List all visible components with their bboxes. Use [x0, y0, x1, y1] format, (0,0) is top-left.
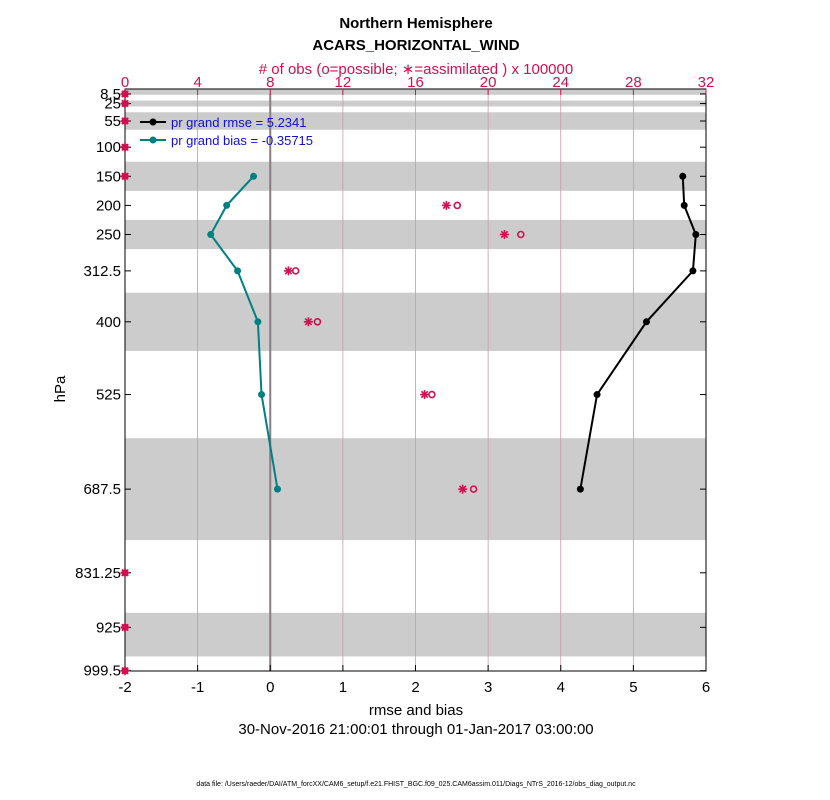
data-file-footer: data file: /Users/raeder/DAI/ATM_forcXX/… [196, 781, 636, 788]
star-stroke [304, 318, 313, 326]
obs-assimilated-marker [441, 200, 451, 210]
y-tick-label: 250 [96, 227, 121, 244]
y-tick-label: 925 [96, 619, 121, 636]
legend-bias-marker [149, 136, 157, 144]
rmse-point [689, 267, 697, 275]
obs-possible-marker [453, 201, 462, 210]
bias-point [274, 485, 282, 493]
obs-zero-star [120, 666, 130, 676]
legend-rmse-marker [149, 118, 157, 126]
bias-point [258, 391, 266, 399]
legend-bias-label: pr grand bias = -0.35715 [171, 133, 313, 148]
x-tick-label: 0 [266, 679, 274, 696]
y-axis-label: hPa [52, 375, 69, 402]
top-x-tick-label: 16 [407, 74, 424, 91]
y-tick-label: 55 [104, 113, 121, 130]
obs-possible-marker [517, 230, 525, 239]
top-x-tick-label: 12 [335, 74, 352, 91]
x-tick-label: 3 [484, 679, 492, 696]
obs-zero-star [120, 171, 130, 181]
date-range-label: 30-Nov-2016 21:00:01 through 01-Jan-2017… [238, 721, 593, 738]
legend-rmse-label: pr grand rmse = 5.2341 [171, 115, 307, 130]
star-stroke [121, 172, 129, 181]
x-axis-label: rmse and bias [369, 702, 463, 719]
star-stroke [284, 267, 293, 275]
star-stroke [121, 117, 129, 125]
x-tick-label: -2 [118, 679, 131, 696]
obs-possible-marker [291, 267, 300, 275]
top-x-tick-label: 24 [552, 74, 569, 91]
x-tick-label: 4 [557, 679, 565, 696]
y-tick-label: 831.25 [75, 565, 121, 582]
y-tick-label: 999.5 [83, 663, 121, 680]
bias-point [234, 267, 242, 275]
y-tick-label: 200 [96, 197, 121, 214]
y-tick-label: 8.5 [100, 86, 121, 103]
x-tick-label: -1 [191, 679, 204, 696]
obs-assimilated-marker [283, 266, 293, 276]
y-tick-label: 100 [96, 139, 121, 156]
bias-point [207, 231, 215, 238]
star-stroke [458, 485, 467, 493]
y-tick-label: 687.5 [83, 481, 121, 498]
star-stroke [442, 201, 451, 210]
rmse-point [642, 318, 650, 326]
obs-assimilated-marker [499, 230, 509, 239]
obs-zero-star [120, 622, 130, 632]
obs-assimilated-marker [303, 317, 313, 327]
rmse-point [680, 201, 688, 209]
star-stroke [420, 390, 429, 399]
top-x-tick-label: 0 [121, 74, 129, 91]
rmse-point [593, 391, 601, 399]
top-x-tick-label: 4 [193, 74, 201, 91]
star-stroke [121, 90, 129, 98]
chart-title: Northern Hemisphere [339, 15, 492, 32]
obs-zero-star [120, 99, 130, 109]
obs-possible-marker [313, 317, 322, 326]
rmse-point [692, 231, 700, 238]
obs-assimilated-marker [458, 484, 468, 494]
y-tick-label: 312.5 [83, 263, 121, 280]
x-tick-label: 5 [629, 679, 637, 696]
x-tick-label: 2 [411, 679, 419, 696]
obs-possible-marker [469, 485, 478, 493]
series-lines [207, 172, 700, 493]
star-stroke [121, 569, 129, 577]
bias-point [254, 318, 262, 326]
y-tick-label: 150 [96, 168, 121, 185]
obs-assimilated-marker [420, 390, 430, 400]
x-tick-label: 1 [339, 679, 347, 696]
y-tick-label: 525 [96, 387, 121, 404]
top-x-tick-label: 8 [266, 74, 274, 91]
star-stroke [121, 143, 129, 151]
bias-point [223, 201, 231, 209]
x-tick-labels: -2 -1 0 1 2 3 4 5 6 [118, 679, 710, 696]
bias-point [250, 172, 258, 180]
star-stroke [121, 99, 129, 108]
top-x-tick-label: 32 [698, 74, 715, 91]
x-tick-label: 6 [702, 679, 710, 696]
rmse-point [576, 485, 584, 493]
obs-zero-star [120, 142, 130, 152]
obs-zero-star [120, 568, 130, 578]
top-x-tick-label: 28 [625, 74, 642, 91]
y-tick-label: 25 [104, 96, 121, 113]
obs-possible-marker [428, 390, 436, 399]
top-axis-label: # of obs (o=possible; ∗=assimilated ) x … [259, 61, 573, 78]
obs-count-markers [120, 89, 525, 676]
star-stroke [500, 230, 509, 239]
star-stroke [121, 666, 129, 675]
top-x-tick-label: 20 [480, 74, 497, 91]
rmse-point [679, 172, 687, 180]
obs-zero-star [120, 89, 130, 99]
chart-subtitle: ACARS_HORIZONTAL_WIND [312, 37, 519, 54]
obs-zero-star [120, 116, 130, 126]
legend: pr grand rmse = 5.2341 pr grand bias = -… [140, 115, 313, 148]
y-tick-label: 400 [96, 314, 121, 331]
star-stroke [121, 623, 129, 632]
top-x-tick-labels: 0 4 8 12 16 20 24 28 32 [121, 74, 715, 91]
